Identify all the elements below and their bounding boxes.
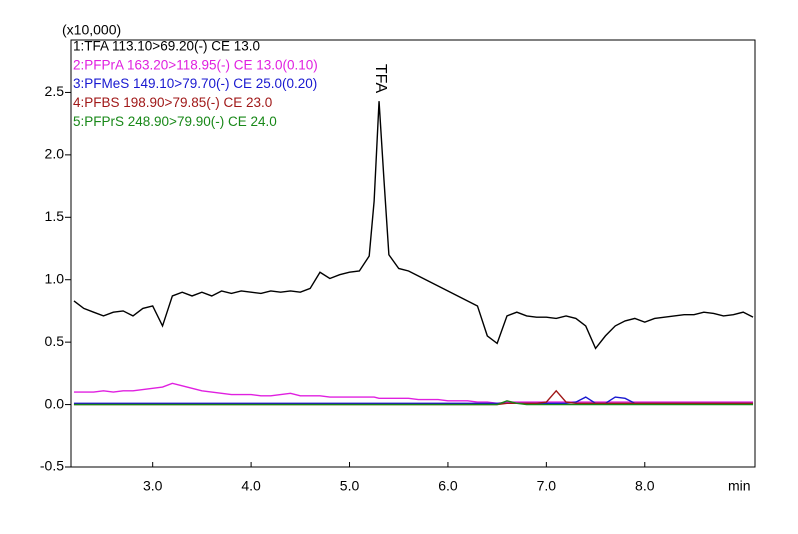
- y-tick-label: 1.0: [45, 270, 65, 286]
- x-tick-label: 4.0: [241, 478, 261, 494]
- y-tick-label: 2.5: [45, 83, 65, 99]
- y-tick-label: 1.5: [45, 208, 65, 224]
- y-tick-label: 0.5: [45, 333, 65, 349]
- x-tick-label: 3.0: [143, 478, 163, 494]
- y-tick-label: -0.5: [40, 458, 64, 474]
- series-line: [73, 101, 754, 350]
- x-tick-label: 6.0: [438, 478, 458, 494]
- legend: 1:TFA 113.10>69.20(-) CE 13.0 2:PFPrA 163…: [73, 39, 318, 129]
- peak-annotation: TFA: [372, 64, 389, 94]
- x-tick-label: 7.0: [537, 478, 557, 494]
- x-tick-label: 5.0: [340, 478, 360, 494]
- series-line: [73, 382, 754, 405]
- plot-frame: [70, 39, 756, 468]
- y-tick-label: 0.0: [45, 395, 65, 411]
- legend-entry: 1:TFA 113.10>69.20(-) CE 13.0: [73, 39, 260, 54]
- legend-entry: 2:PFPrA 163.20>118.95(-) CE 13.0(0.10): [73, 57, 318, 72]
- legend-entry: 5:PFPrS 248.90>79.90(-) CE 24.0: [73, 114, 277, 129]
- legend-entry: 4:PFBS 198.90>79.85(-) CE 23.0: [73, 95, 272, 110]
- x-tick-label: 8.0: [635, 478, 655, 494]
- series-line: [73, 400, 754, 406]
- y-axis-label: (x10,000): [62, 22, 121, 38]
- x-axis-label: min: [728, 478, 751, 494]
- y-tick-label: 2.0: [45, 146, 65, 162]
- legend-entry: 3:PFMeS 149.10>79.70(-) CE 25.0(0.20): [73, 76, 317, 91]
